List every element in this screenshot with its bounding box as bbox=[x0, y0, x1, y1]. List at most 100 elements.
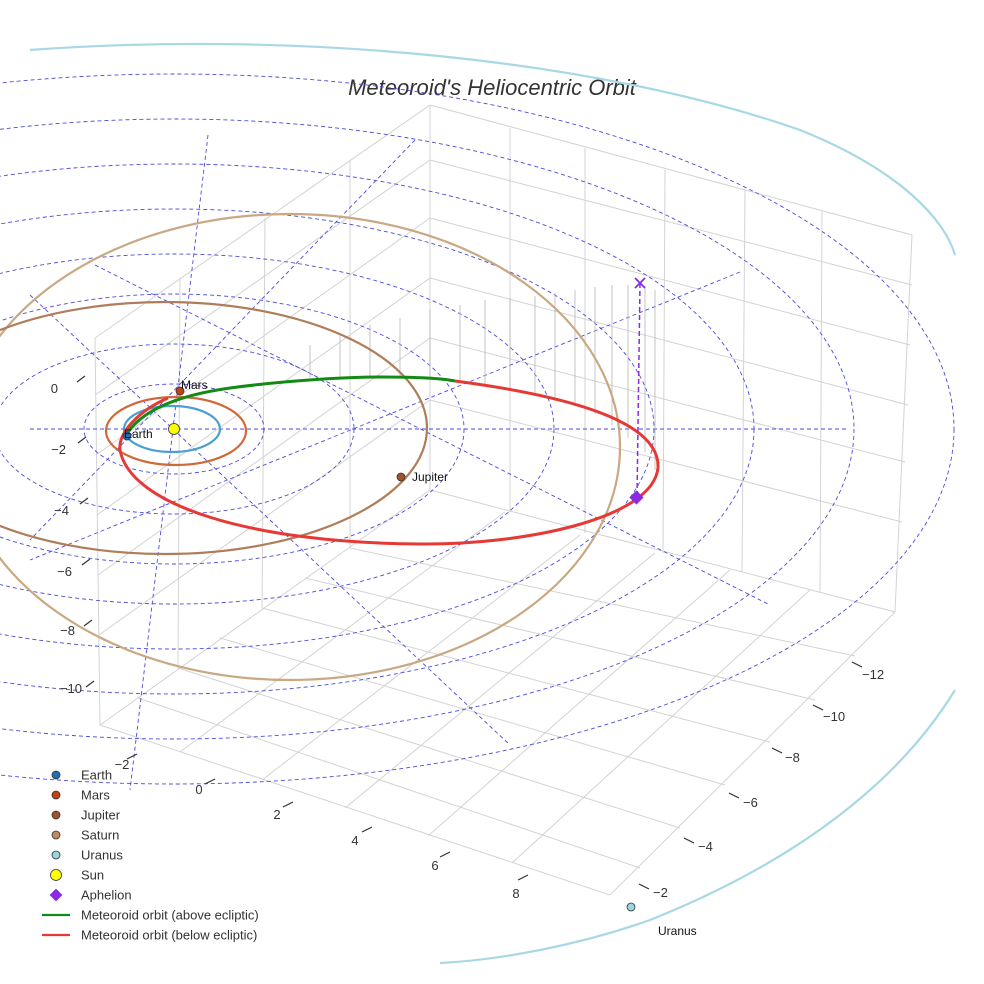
y-tick-mark bbox=[683, 837, 695, 844]
box-edge bbox=[429, 489, 896, 613]
z-tick-label: −4 bbox=[54, 503, 69, 518]
x-tick-mark bbox=[126, 753, 138, 760]
ecliptic-spoke bbox=[29, 139, 416, 541]
box-edge bbox=[894, 234, 913, 613]
legend-item: Meteoroid orbit (below ecliptic) bbox=[42, 928, 257, 943]
wall-grid-line bbox=[95, 217, 431, 456]
box-edge bbox=[99, 489, 431, 726]
box-edge bbox=[429, 104, 913, 236]
ecliptic-ring bbox=[0, 73, 955, 785]
uranus-label: Uranus bbox=[658, 924, 697, 938]
x-tick-label: 8 bbox=[512, 886, 519, 901]
planet-orbits bbox=[0, 42, 957, 965]
x-tick-mark bbox=[204, 778, 216, 785]
z-tick-mark bbox=[85, 680, 95, 688]
legend-label: Earth bbox=[81, 768, 112, 783]
ecliptic-ring bbox=[0, 253, 555, 605]
z-tick-label: −8 bbox=[60, 623, 75, 638]
box-edge bbox=[99, 724, 611, 896]
legend-label: Jupiter bbox=[81, 808, 121, 823]
y-tick-label: −10 bbox=[823, 709, 845, 724]
z-tick-label: 0 bbox=[51, 381, 58, 396]
legend-item: Meteoroid orbit (above ecliptic) bbox=[42, 908, 259, 923]
wall-grid-line bbox=[429, 159, 913, 286]
jupiter-orbit bbox=[0, 300, 429, 556]
y-tick-mark bbox=[851, 661, 863, 668]
legend-label: Meteoroid orbit (above ecliptic) bbox=[81, 908, 259, 923]
box-edge bbox=[94, 104, 431, 339]
legend-label: Aphelion bbox=[81, 888, 132, 903]
aphelion-projection-marker bbox=[634, 277, 646, 289]
orbit-drop-lines bbox=[309, 285, 656, 470]
y-tick-label: −8 bbox=[785, 750, 800, 765]
y-tick-mark bbox=[728, 792, 740, 799]
floor-grid-line bbox=[179, 511, 506, 753]
meteoroid-orbit bbox=[118, 375, 660, 546]
legend-item: Uranus bbox=[51, 848, 123, 863]
box-edge bbox=[94, 337, 101, 726]
wall-grid-line bbox=[94, 159, 431, 396]
wall-grid-line bbox=[177, 277, 181, 669]
box-edge bbox=[609, 611, 896, 896]
legend-symbol bbox=[49, 888, 63, 902]
y-tick-label: −6 bbox=[743, 795, 758, 810]
z-tick-mark bbox=[76, 375, 86, 383]
x-tick-mark bbox=[517, 874, 529, 881]
x-mark-stroke bbox=[634, 277, 646, 289]
legend-label: Saturn bbox=[81, 828, 119, 843]
x-tick-label: −2 bbox=[115, 757, 130, 772]
wall-grid-line bbox=[429, 217, 911, 346]
legend-symbol bbox=[50, 869, 62, 881]
z-tick-label: −6 bbox=[57, 564, 72, 579]
body-labels: Mars Earth Jupiter Uranus bbox=[124, 378, 697, 938]
z-tick-mark bbox=[79, 497, 89, 505]
legend-item: Aphelion bbox=[49, 888, 132, 903]
legend-label: Mars bbox=[81, 788, 110, 803]
wall-grid-line bbox=[741, 189, 746, 573]
bodies bbox=[122, 386, 636, 912]
y-tick-mark bbox=[812, 704, 824, 711]
wall-grid-line bbox=[429, 399, 903, 523]
axis-box-grid bbox=[94, 104, 913, 896]
legend-symbol bbox=[51, 770, 61, 780]
sun-marker bbox=[168, 423, 180, 435]
x-tick-label: 0 bbox=[195, 782, 202, 797]
legend-symbol bbox=[51, 790, 61, 800]
floor-grid-line bbox=[137, 697, 641, 869]
y-tick-mark bbox=[638, 883, 650, 890]
wall-grid-line bbox=[429, 277, 909, 406]
legend-label: Meteoroid orbit (below ecliptic) bbox=[81, 928, 257, 943]
legend-label: Uranus bbox=[81, 848, 123, 863]
y-tick-label: −12 bbox=[862, 667, 884, 682]
x-tick-label: 6 bbox=[431, 858, 438, 873]
floor-grid-line bbox=[344, 552, 656, 809]
legend-symbol bbox=[51, 830, 61, 840]
legend-label: Sun bbox=[81, 868, 104, 883]
floor-grid-line bbox=[219, 637, 726, 786]
z-tick-mark bbox=[77, 436, 87, 444]
z-tick-label: −2 bbox=[51, 442, 66, 457]
earth-marker bbox=[122, 431, 132, 441]
floor-grid-line bbox=[177, 667, 681, 829]
jupiter-label: Jupiter bbox=[412, 470, 448, 484]
wall-grid-line bbox=[819, 211, 823, 593]
floor-grid-line bbox=[349, 547, 856, 657]
wall-grid-line bbox=[98, 399, 431, 636]
floor-grid-line bbox=[261, 534, 581, 781]
floor-grid-line bbox=[304, 577, 816, 701]
legend-item: Earth bbox=[51, 768, 112, 783]
meteoroid-orbit-above bbox=[123, 375, 456, 438]
mars-label: Mars bbox=[181, 378, 208, 392]
z-tick-mark bbox=[81, 558, 91, 566]
wall-grid-line bbox=[662, 169, 666, 554]
x-tick-label: 4 bbox=[351, 833, 358, 848]
x-tick-mark bbox=[439, 851, 451, 858]
aphelion-marker bbox=[629, 490, 644, 505]
jupiter-marker bbox=[396, 472, 406, 482]
x-tick-mark bbox=[361, 826, 373, 833]
chart-title: Meteoroid's Heliocentric Orbit bbox=[348, 75, 637, 100]
floor-grid-line bbox=[427, 569, 731, 837]
wall-grid-line bbox=[96, 277, 431, 516]
ecliptic-spoke bbox=[29, 294, 511, 746]
